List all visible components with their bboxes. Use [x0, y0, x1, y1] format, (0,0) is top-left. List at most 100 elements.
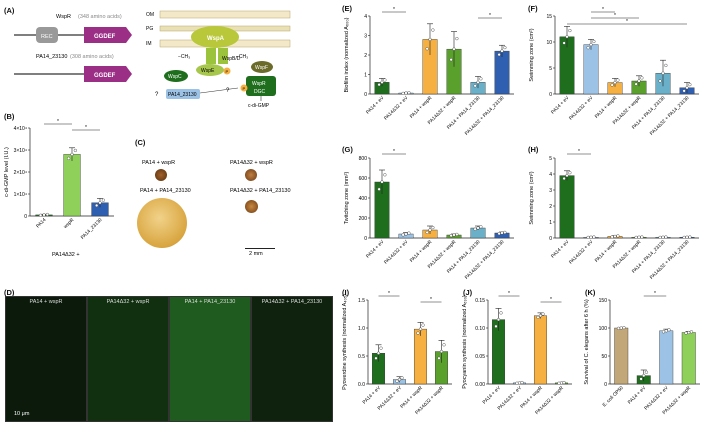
- y-tick-label: 0.10: [475, 326, 485, 332]
- data-point: [637, 235, 641, 239]
- panel-label-e: (E): [342, 4, 352, 13]
- x-tick-label: PA14 + wspR: [409, 95, 434, 120]
- data-point: [562, 380, 566, 385]
- data-point: [634, 82, 638, 86]
- data-point: [452, 233, 456, 237]
- significance-star: *: [430, 297, 432, 303]
- x-tick-label: PA14 + eV: [550, 239, 571, 260]
- data-point: [479, 225, 483, 229]
- significance-star: *: [578, 149, 580, 155]
- data-point: [449, 58, 453, 62]
- data-point: [425, 230, 429, 234]
- micro-caption-3: PA14 + PA14_23130: [184, 299, 236, 305]
- y-tick-label: 0.0: [358, 382, 365, 388]
- data-point: [664, 63, 668, 67]
- wspc-shape: [164, 70, 188, 82]
- phospho-label-1: P: [226, 69, 229, 74]
- data-point: [613, 80, 617, 85]
- significance-star: *: [393, 149, 395, 155]
- data-point: [538, 314, 543, 318]
- arrow-pa-dgc: [199, 87, 239, 94]
- panel-label-c: (C): [135, 138, 146, 147]
- data-point: [640, 76, 644, 80]
- chart-g: 0 200 400 600 800 Twitching zone (mm²) PA14 + …: [344, 149, 514, 281]
- data-point: [45, 212, 49, 217]
- data-point: [685, 86, 689, 90]
- significance-star: *: [393, 7, 395, 13]
- pa-box-label: PA14_23130: [168, 92, 197, 98]
- colony-2: [245, 169, 257, 181]
- data-point: [642, 373, 646, 378]
- y-axis-label: Pyocyanin synthesis (normalized A₆₉₀): [462, 295, 468, 389]
- data-point: [568, 171, 572, 175]
- data-point: [644, 370, 649, 374]
- y-tick-label: 2: [364, 53, 367, 59]
- data-point: [431, 28, 435, 32]
- y-axis-label: c-di-GMP level (I.U.): [4, 147, 10, 197]
- data-point: [380, 80, 384, 84]
- data-point: [637, 79, 641, 83]
- y-tick-label: 4: [549, 172, 552, 178]
- data-point: [416, 331, 420, 335]
- data-point: [397, 377, 402, 382]
- colony-label-1: PA14 + wspR: [142, 160, 176, 166]
- data-point: [500, 231, 504, 235]
- im-label: IM: [146, 41, 152, 47]
- y-tick-label: 0: [364, 92, 367, 98]
- data-point: [374, 356, 378, 360]
- data-point: [73, 148, 77, 153]
- pg-label: PG: [146, 26, 153, 32]
- y-axis-label: Pyoverdine synthesis (normalized A₄₀₅): [342, 294, 348, 390]
- micro-image-3: PA14 + PA14_23130: [169, 296, 251, 422]
- data-point: [425, 47, 429, 51]
- significance-star: *: [626, 19, 628, 25]
- x-tick-label: PA14: [35, 217, 48, 230]
- x-tick-label: PA14_23130: [80, 217, 104, 241]
- panel-label-j: (J): [463, 288, 473, 297]
- colony-1: [155, 169, 167, 181]
- data-point: [616, 78, 620, 82]
- data-point: [541, 312, 545, 316]
- data-point: [688, 235, 692, 239]
- data-point: [496, 317, 501, 322]
- micro-image-2: PA14Δ32 + wspR: [87, 296, 169, 422]
- wspe-label: WspE: [201, 68, 215, 74]
- colony-4: [245, 200, 258, 213]
- data-point: [592, 39, 596, 44]
- panel-label-g: (G): [342, 145, 353, 154]
- data-point: [689, 330, 694, 334]
- wspa-shape: [191, 26, 239, 48]
- significance-star: *: [85, 125, 87, 131]
- data-point: [380, 180, 384, 184]
- data-point: [684, 331, 688, 335]
- data-point: [428, 37, 432, 41]
- y-tick-label: 3: [549, 188, 552, 194]
- micro-caption-4: PA14Δ32 + PA14_23130: [261, 299, 323, 305]
- data-point: [431, 225, 435, 230]
- data-point: [616, 234, 620, 238]
- data-point: [685, 235, 689, 239]
- data-point: [497, 231, 501, 236]
- y-axis-label: Twitching zone (mm²): [344, 172, 350, 225]
- panel-label-h: (H): [528, 145, 539, 154]
- wspbd-label: WspB/D: [222, 56, 241, 62]
- micro-image-4: PA14Δ32 + PA14_23130: [251, 296, 333, 422]
- panel-label-f: (F): [528, 4, 538, 13]
- x-tick-label: PA14Δ32 + PA14_23130: [464, 95, 506, 137]
- data-point: [586, 235, 590, 239]
- x-tick-label: PA14 + wspR: [594, 239, 619, 264]
- panel-label-d: (D): [4, 288, 15, 297]
- data-point: [682, 235, 686, 239]
- data-point: [497, 53, 501, 57]
- bar: [559, 175, 575, 239]
- significance-star: *: [602, 7, 604, 13]
- y-tick-label: 4×10⁴: [14, 126, 27, 132]
- data-point: [536, 315, 540, 319]
- panel-label-k: (K): [585, 288, 596, 297]
- data-point: [658, 79, 662, 83]
- significance-star: *: [614, 13, 616, 19]
- data-point: [383, 78, 387, 82]
- data-point: [639, 377, 643, 381]
- colony-3: [137, 198, 187, 248]
- data-point: [376, 351, 381, 355]
